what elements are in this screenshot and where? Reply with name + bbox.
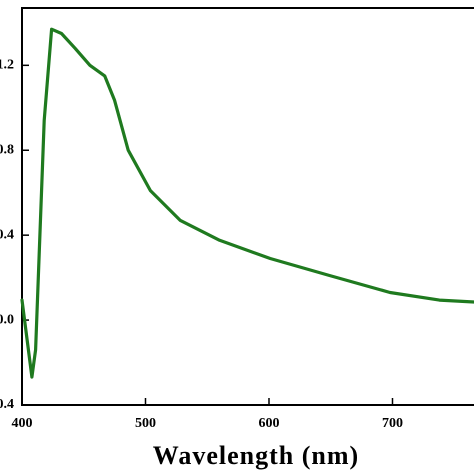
x-axis-title: Wavelength (nm)	[153, 441, 359, 470]
y-tick-label: 0.4	[0, 227, 14, 242]
x-tick-label: 600	[258, 416, 279, 431]
x-tick-label: 400	[12, 416, 33, 431]
y-tick-label: 1.2	[0, 58, 14, 73]
plot-border	[21, 7, 474, 406]
y-tick-label: 0.8	[0, 142, 14, 157]
y-tick-label: 0.0	[0, 312, 14, 327]
y-tick-label: -0.4	[0, 397, 14, 412]
data-line	[20, 27, 474, 379]
x-tick-label: 500	[135, 416, 156, 431]
x-tick-label: 700	[382, 416, 403, 431]
